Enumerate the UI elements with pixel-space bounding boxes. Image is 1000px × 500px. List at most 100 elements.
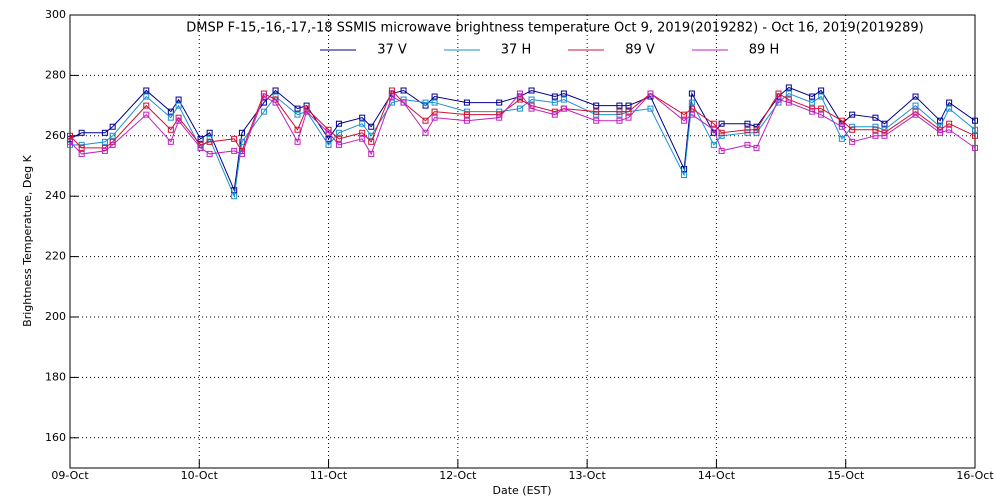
point-marker <box>388 87 395 94</box>
point-marker <box>143 93 150 100</box>
point-marker <box>710 141 717 148</box>
point-marker <box>206 138 213 145</box>
point-marker <box>272 87 279 94</box>
point-marker <box>335 141 342 148</box>
point-marker <box>625 102 632 109</box>
point-marker <box>175 96 182 103</box>
point-marker <box>718 129 725 136</box>
point-marker <box>167 114 174 121</box>
point-marker <box>325 129 332 136</box>
y-tick-label: 240 <box>45 189 66 202</box>
point-marker <box>775 90 782 97</box>
point-marker <box>718 120 725 127</box>
point-marker <box>109 132 116 139</box>
point-marker <box>593 108 600 115</box>
point-marker <box>400 99 407 106</box>
point-marker <box>744 120 751 127</box>
point-marker <box>294 105 301 112</box>
point-marker <box>809 108 816 115</box>
point-marker <box>431 99 438 106</box>
y-tick-label: 280 <box>45 68 66 81</box>
point-marker <box>260 93 267 100</box>
point-marker <box>616 108 623 115</box>
point-marker <box>101 138 108 145</box>
y-tick-label: 160 <box>45 431 66 444</box>
point-marker <box>912 111 919 118</box>
point-marker <box>972 126 978 133</box>
point-marker <box>688 90 695 97</box>
point-marker <box>560 96 567 103</box>
point-marker <box>681 172 688 179</box>
point-marker <box>463 99 470 106</box>
point-marker <box>528 105 535 112</box>
point-marker <box>616 111 623 118</box>
point-marker <box>516 105 523 112</box>
point-marker <box>175 102 182 109</box>
point-marker <box>688 105 695 112</box>
point-marker <box>872 126 879 133</box>
x-tick-label: 16-Oct <box>956 469 994 482</box>
point-marker <box>431 93 438 100</box>
point-marker <box>785 99 792 106</box>
point-marker <box>818 93 825 100</box>
series-line <box>69 89 976 153</box>
point-marker <box>809 99 816 106</box>
point-marker <box>616 117 623 124</box>
x-axis-label: Date (EST) <box>492 484 551 497</box>
point-marker <box>303 108 310 115</box>
y-tick-label: 220 <box>45 250 66 263</box>
point-marker <box>143 102 150 109</box>
x-tick-label: 12-Oct <box>439 469 477 482</box>
point-marker <box>496 99 503 106</box>
y-axis-label: Brightness Temperature, Deg K <box>21 154 34 326</box>
point-marker <box>422 102 429 109</box>
y-tick-label: 260 <box>45 129 66 142</box>
point-marker <box>946 120 953 127</box>
point-marker <box>688 111 695 118</box>
point-marker <box>972 144 978 151</box>
point-marker <box>516 90 523 97</box>
point-marker <box>197 135 204 142</box>
point-marker <box>818 87 825 94</box>
point-marker <box>838 135 845 142</box>
point-marker <box>231 193 238 200</box>
legend-label: 89 V <box>625 43 655 58</box>
x-tick-label: 14-Oct <box>698 469 736 482</box>
y-tick-label: 180 <box>45 370 66 383</box>
point-marker <box>881 132 888 139</box>
point-marker <box>294 111 301 118</box>
point-marker <box>516 96 523 103</box>
point-marker <box>335 135 342 142</box>
point-marker <box>238 150 245 157</box>
point-marker <box>101 129 108 136</box>
point-marker <box>197 144 204 151</box>
point-marker <box>744 126 751 133</box>
point-marker <box>167 138 174 145</box>
point-marker <box>78 150 85 157</box>
point-marker <box>431 108 438 115</box>
point-marker <box>937 129 944 136</box>
point-marker <box>206 129 213 136</box>
point-marker <box>67 138 73 145</box>
point-marker <box>849 126 856 133</box>
y-tick-label: 200 <box>45 310 66 323</box>
legend-label: 37 V <box>377 43 407 58</box>
point-marker <box>972 117 978 124</box>
point-marker <box>818 111 825 118</box>
point-marker <box>78 129 85 136</box>
point-marker <box>359 129 366 136</box>
point-marker <box>143 87 150 94</box>
point-marker <box>167 126 174 133</box>
point-marker <box>388 93 395 100</box>
point-marker <box>744 141 751 148</box>
point-marker <box>359 120 366 127</box>
point-marker <box>710 120 717 127</box>
point-marker <box>616 102 623 109</box>
point-marker <box>206 150 213 157</box>
point-marker <box>528 96 535 103</box>
point-marker <box>335 120 342 127</box>
point-marker <box>368 150 375 157</box>
point-marker <box>368 123 375 130</box>
point-marker <box>753 129 760 136</box>
